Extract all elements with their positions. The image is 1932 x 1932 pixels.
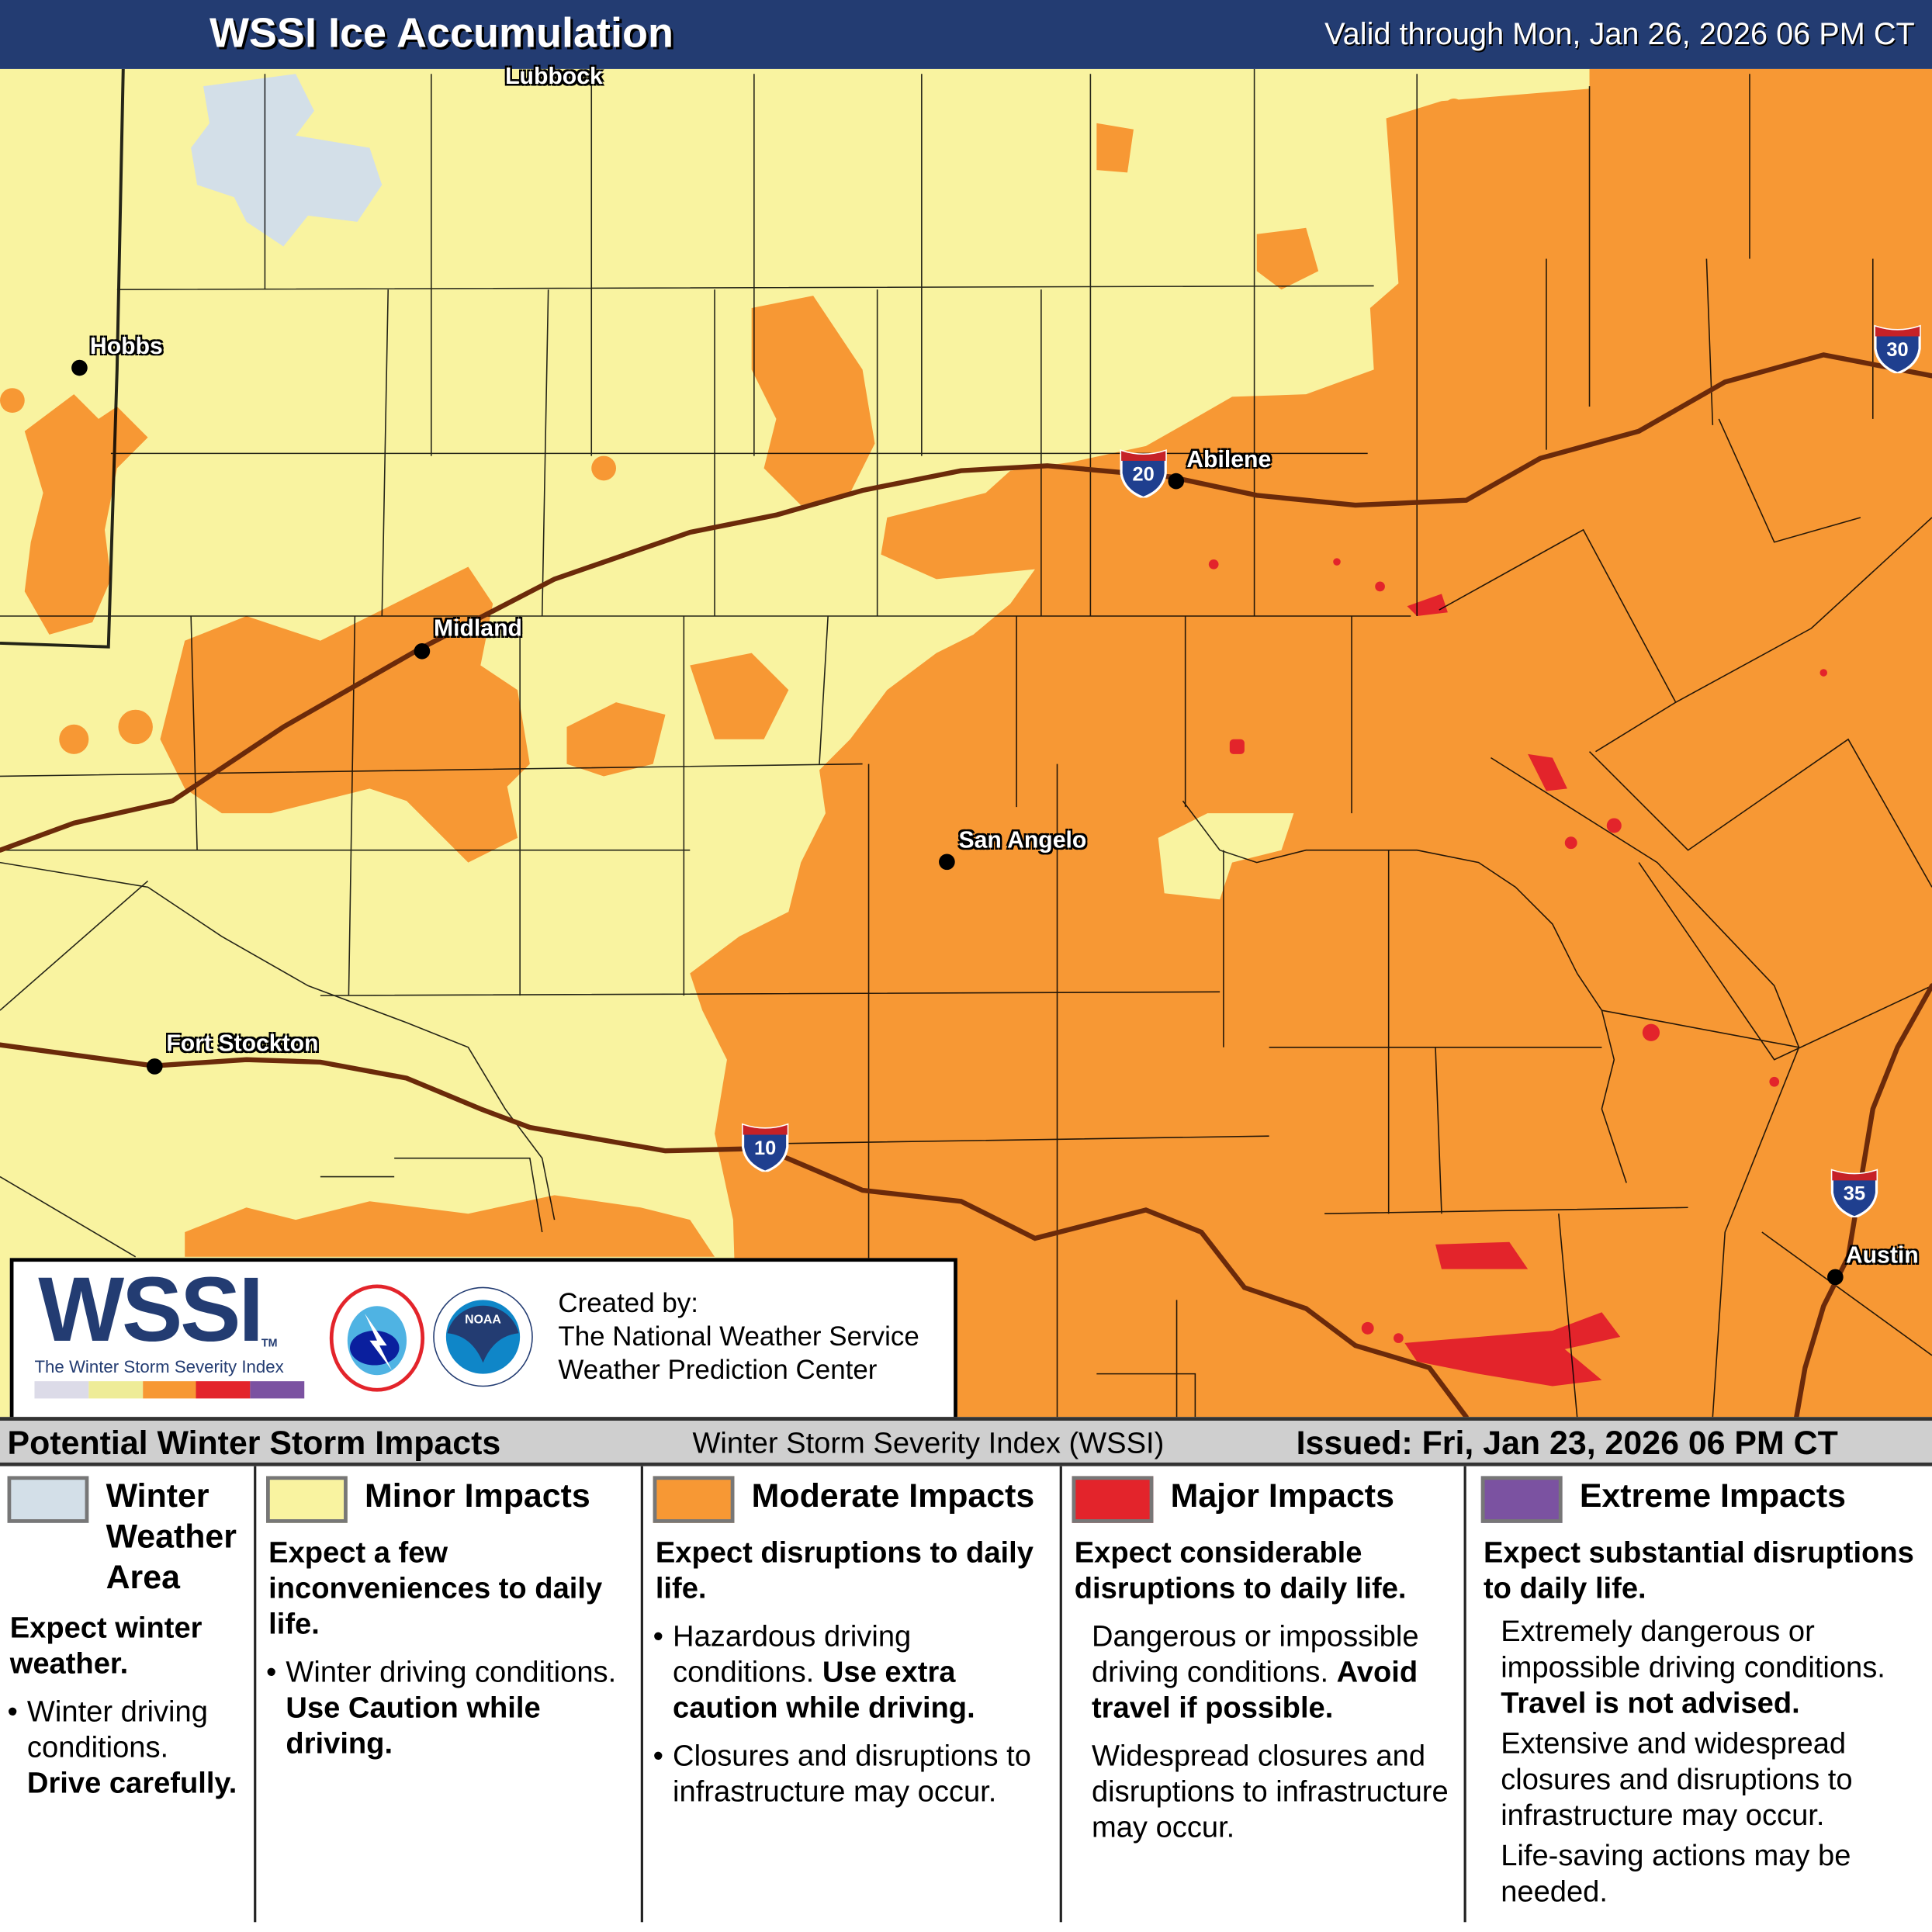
legend-heading: Potential Winter Storm Impacts: [7, 1424, 501, 1462]
swatch-major: [1072, 1476, 1154, 1523]
i10-route: [0, 1042, 1469, 1420]
interstate-shield-icon: [1874, 324, 1921, 375]
legend-major-impacts: Major Impacts Expect considerable disrup…: [1062, 1466, 1466, 1923]
created-by-text: Created by: The National Weather Service…: [558, 1287, 919, 1385]
header-bar: WSSI Ice Accumulation Valid through Mon,…: [0, 0, 1932, 69]
interstate-30-shield: 30: [1873, 324, 1923, 375]
interstate-20-shield: 20: [1119, 448, 1169, 500]
swatch-winter-weather: [7, 1476, 89, 1523]
wssi-logo-subtitle: The Winter Storm Severity Index: [34, 1356, 284, 1376]
minor-impact-pocket: [1158, 813, 1294, 900]
i20-route: [0, 352, 1932, 853]
county-boundaries: [0, 68, 1932, 1418]
interstate-35-shield: 35: [1830, 1168, 1879, 1219]
legend-header: Potential Winter Storm Impacts Winter St…: [0, 1417, 1932, 1466]
credit-box: WSSITM The Winter Storm Severity Index N…: [9, 1258, 957, 1421]
interstate-10-shield: 10: [740, 1123, 790, 1173]
city-dot: [1827, 1269, 1844, 1286]
city-dot: [939, 853, 955, 871]
impact-map[interactable]: Lubbock Hobbs Midland Abilene San Angelo…: [0, 64, 1932, 1420]
wssi-logo: WSSITM: [38, 1258, 278, 1361]
interstate-shield-icon: [1120, 449, 1167, 500]
wssi-color-bar: [34, 1381, 305, 1399]
noaa-logo-icon: NOAA: [433, 1286, 533, 1387]
swatch-minor: [266, 1476, 348, 1523]
legend-extreme-impacts: Extreme Impacts Expect substantial disru…: [1466, 1466, 1932, 1923]
interstate-shield-icon: [1830, 1169, 1878, 1219]
nws-logo-icon: [329, 1284, 425, 1392]
interstate-shield-icon: [741, 1123, 789, 1173]
issued-time: Issued: Fri, Jan 23, 2026 06 PM CT: [1296, 1424, 1838, 1462]
map-svg: [0, 68, 1932, 1420]
svg-text:NOAA: NOAA: [465, 1314, 501, 1327]
city-dot: [71, 359, 88, 376]
legend-winter-weather-area: Winter Weather Area Expect winter weathe…: [0, 1466, 257, 1923]
i35-route: [1794, 983, 1932, 1420]
interstate-highways: [0, 352, 1932, 1420]
swatch-moderate: [653, 1476, 735, 1523]
valid-time: Valid through Mon, Jan 26, 2026 06 PM CT: [1324, 17, 1915, 52]
city-dot: [146, 1058, 163, 1075]
major-impacts-areas: [1208, 558, 1828, 1387]
winter-weather-area: [191, 74, 383, 247]
legend: Winter Weather Area Expect winter weathe…: [0, 1466, 1932, 1932]
swatch-extreme: [1480, 1476, 1563, 1523]
legend-moderate-impacts: Moderate Impacts Expect disruptions to d…: [643, 1466, 1062, 1923]
city-dot: [414, 642, 431, 660]
legend-minor-impacts: Minor Impacts Expect a few inconvenience…: [256, 1466, 643, 1923]
map-title: WSSI Ice Accumulation: [209, 9, 673, 57]
index-name: Winter Storm Severity Index (WSSI): [692, 1426, 1165, 1460]
city-dot: [1168, 473, 1185, 490]
